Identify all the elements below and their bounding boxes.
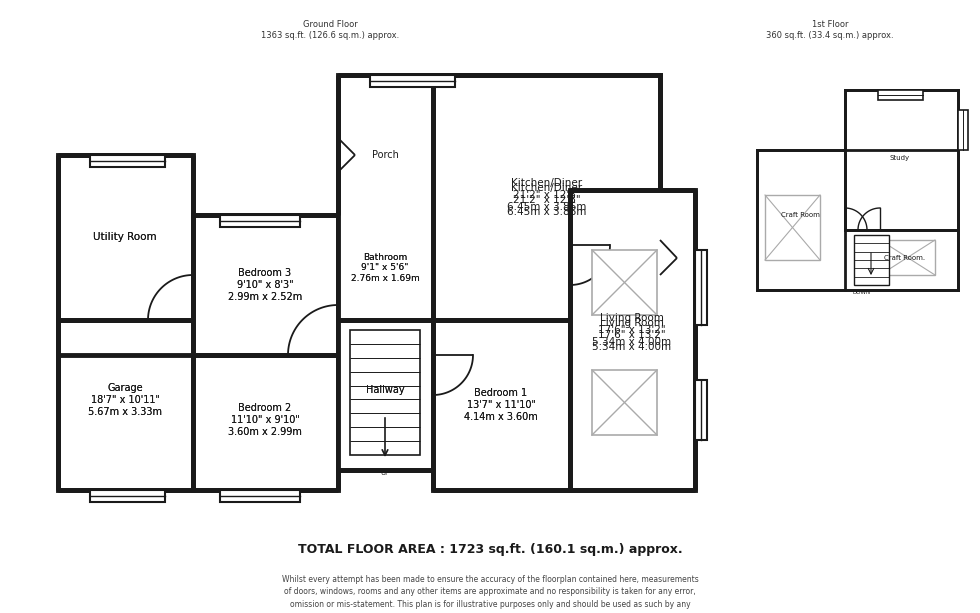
Bar xyxy=(220,215,300,227)
Bar xyxy=(220,490,300,502)
Bar xyxy=(854,235,889,285)
Bar xyxy=(958,110,968,150)
Text: Bedroom 2
11'10" x 9'10"
3.60m x 2.99m: Bedroom 2 11'10" x 9'10" 3.60m x 2.99m xyxy=(228,403,302,436)
Bar xyxy=(845,90,958,230)
Text: Living Room
17'6" x 13'2"
5.34m x 4.00m: Living Room 17'6" x 13'2" 5.34m x 4.00m xyxy=(593,313,671,346)
Bar xyxy=(338,320,433,470)
Bar xyxy=(878,90,923,100)
Text: 1st Floor
360 sq.ft. (33.4 sq.m.) approx.: 1st Floor 360 sq.ft. (33.4 sq.m.) approx… xyxy=(766,20,894,40)
Text: Craft Room: Craft Room xyxy=(780,212,819,218)
Text: Bedroom 2
11'10" x 9'10"
3.60m x 2.99m: Bedroom 2 11'10" x 9'10" 3.60m x 2.99m xyxy=(228,403,302,436)
Bar xyxy=(220,215,300,227)
Text: DOWN: DOWN xyxy=(853,291,871,295)
Bar xyxy=(350,330,420,455)
Bar xyxy=(757,150,958,290)
Text: Bedroom 1
13'7" x 11'10"
4.14m x 3.60m: Bedroom 1 13'7" x 11'10" 4.14m x 3.60m xyxy=(465,389,538,422)
Text: Garage
18'7" x 10'11"
5.67m x 3.33m: Garage 18'7" x 10'11" 5.67m x 3.33m xyxy=(88,383,162,417)
Text: Bathroom
9'1" x 5'6"
2.76m x 1.69m: Bathroom 9'1" x 5'6" 2.76m x 1.69m xyxy=(351,253,419,283)
Bar xyxy=(338,215,433,320)
Bar xyxy=(90,490,165,502)
Bar xyxy=(193,215,338,355)
Text: Garage
18'7" x 10'11"
5.67m x 3.33m: Garage 18'7" x 10'11" 5.67m x 3.33m xyxy=(88,383,162,417)
Bar xyxy=(695,250,707,325)
Bar xyxy=(338,75,660,320)
Text: Bathroom
9'1" x 5'6"
2.76m x 1.69m: Bathroom 9'1" x 5'6" 2.76m x 1.69m xyxy=(351,253,419,283)
Bar xyxy=(370,75,455,87)
Bar xyxy=(592,370,657,435)
Text: Whilst every attempt has been made to ensure the accuracy of the floorplan conta: Whilst every attempt has been made to en… xyxy=(281,575,699,613)
Bar xyxy=(90,155,165,167)
Bar xyxy=(695,380,707,440)
Text: Bedroom 3
9'10" x 8'3"
2.99m x 2.52m: Bedroom 3 9'10" x 8'3" 2.99m x 2.52m xyxy=(228,268,302,302)
Text: UP: UP xyxy=(380,470,390,476)
Bar xyxy=(58,155,193,320)
Bar xyxy=(570,190,695,490)
Text: Study: Study xyxy=(890,155,910,161)
Text: Kitchen/Diner
21'2" x 12'8"
6.45m x 3.86m: Kitchen/Diner 21'2" x 12'8" 6.45m x 3.86… xyxy=(508,183,587,216)
Bar xyxy=(880,240,935,275)
Text: Living Room
17'6" x 13'2"
5.34m x 4.00m: Living Room 17'6" x 13'2" 5.34m x 4.00m xyxy=(593,318,671,352)
Bar xyxy=(90,155,165,167)
Bar xyxy=(220,490,300,502)
Text: Hallway: Hallway xyxy=(366,385,405,395)
Bar xyxy=(592,250,657,315)
Bar xyxy=(338,100,433,215)
Text: Utility Room: Utility Room xyxy=(93,232,157,242)
Bar xyxy=(878,90,923,100)
Bar xyxy=(90,490,165,502)
Text: Porch: Porch xyxy=(371,150,399,160)
Bar xyxy=(370,75,455,87)
Bar xyxy=(433,75,660,320)
Text: Craft Room.: Craft Room. xyxy=(884,255,925,261)
Text: Kitchen/Diner
21'2" x 12'8"
6.45m x 3.86m: Kitchen/Diner 21'2" x 12'8" 6.45m x 3.86… xyxy=(508,178,587,211)
Bar xyxy=(58,320,193,490)
Text: Ground Floor
1363 sq.ft. (126.6 sq.m.) approx.: Ground Floor 1363 sq.ft. (126.6 sq.m.) a… xyxy=(261,20,399,40)
Bar xyxy=(958,110,968,150)
Bar xyxy=(695,380,707,440)
Bar xyxy=(765,195,820,260)
Text: Utility Room: Utility Room xyxy=(93,232,157,242)
Bar xyxy=(695,250,707,325)
Text: Hallway: Hallway xyxy=(366,385,405,395)
Text: Bedroom 3
9'10" x 8'3"
2.99m x 2.52m: Bedroom 3 9'10" x 8'3" 2.99m x 2.52m xyxy=(228,268,302,302)
Bar xyxy=(193,355,338,490)
Text: TOTAL FLOOR AREA : 1723 sq.ft. (160.1 sq.m.) approx.: TOTAL FLOOR AREA : 1723 sq.ft. (160.1 sq… xyxy=(298,543,682,555)
Bar xyxy=(433,320,570,490)
Text: Bedroom 1
13'7" x 11'10"
4.14m x 3.60m: Bedroom 1 13'7" x 11'10" 4.14m x 3.60m xyxy=(465,389,538,422)
